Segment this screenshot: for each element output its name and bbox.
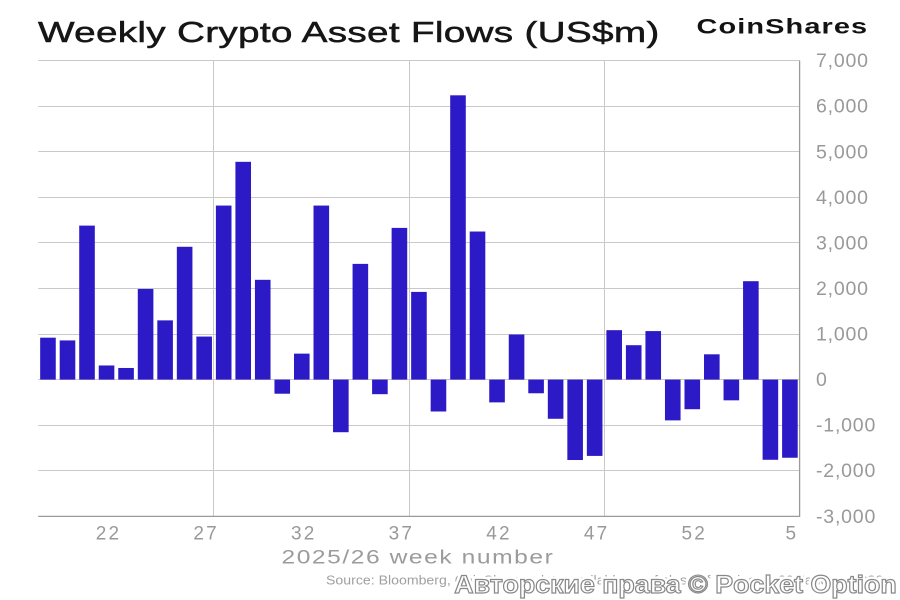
svg-text:Source: Bloomberg, CoinShares,: Source: Bloomberg, CoinShares, data avai… — [326, 573, 883, 587]
svg-text:5,000: 5,000 — [816, 141, 869, 163]
svg-text:42: 42 — [486, 524, 512, 545]
svg-text:32: 32 — [291, 524, 317, 545]
svg-text:37: 37 — [389, 524, 415, 545]
svg-text:Weekly Crypto Asset Flows (US$: Weekly Crypto Asset Flows (US$m) — [38, 17, 660, 49]
svg-text:CoinShares: CoinShares — [697, 15, 869, 38]
svg-text:6,000: 6,000 — [816, 96, 869, 118]
svg-text:2025/26 week number: 2025/26 week number — [281, 546, 554, 568]
svg-text:47: 47 — [584, 524, 610, 545]
svg-text:4,000: 4,000 — [816, 187, 869, 209]
svg-text:-2,000: -2,000 — [816, 460, 876, 482]
svg-text:Авторские права © Pocket Optio: Авторские права © Pocket Option — [454, 572, 896, 599]
svg-text:27: 27 — [193, 524, 219, 545]
svg-text:2,000: 2,000 — [816, 278, 869, 300]
svg-text:22: 22 — [96, 524, 122, 545]
svg-text:-3,000: -3,000 — [816, 506, 876, 528]
svg-text:1,000: 1,000 — [816, 324, 869, 346]
svg-text:Авторские права © Pocket Optio: Авторские права © Pocket Option — [454, 572, 896, 599]
svg-text:0: 0 — [816, 369, 828, 391]
svg-text:7,000: 7,000 — [816, 50, 869, 72]
svg-text:5: 5 — [786, 524, 799, 545]
svg-text:3,000: 3,000 — [816, 232, 869, 254]
svg-text:-1,000: -1,000 — [816, 415, 876, 437]
svg-text:52: 52 — [682, 524, 708, 545]
